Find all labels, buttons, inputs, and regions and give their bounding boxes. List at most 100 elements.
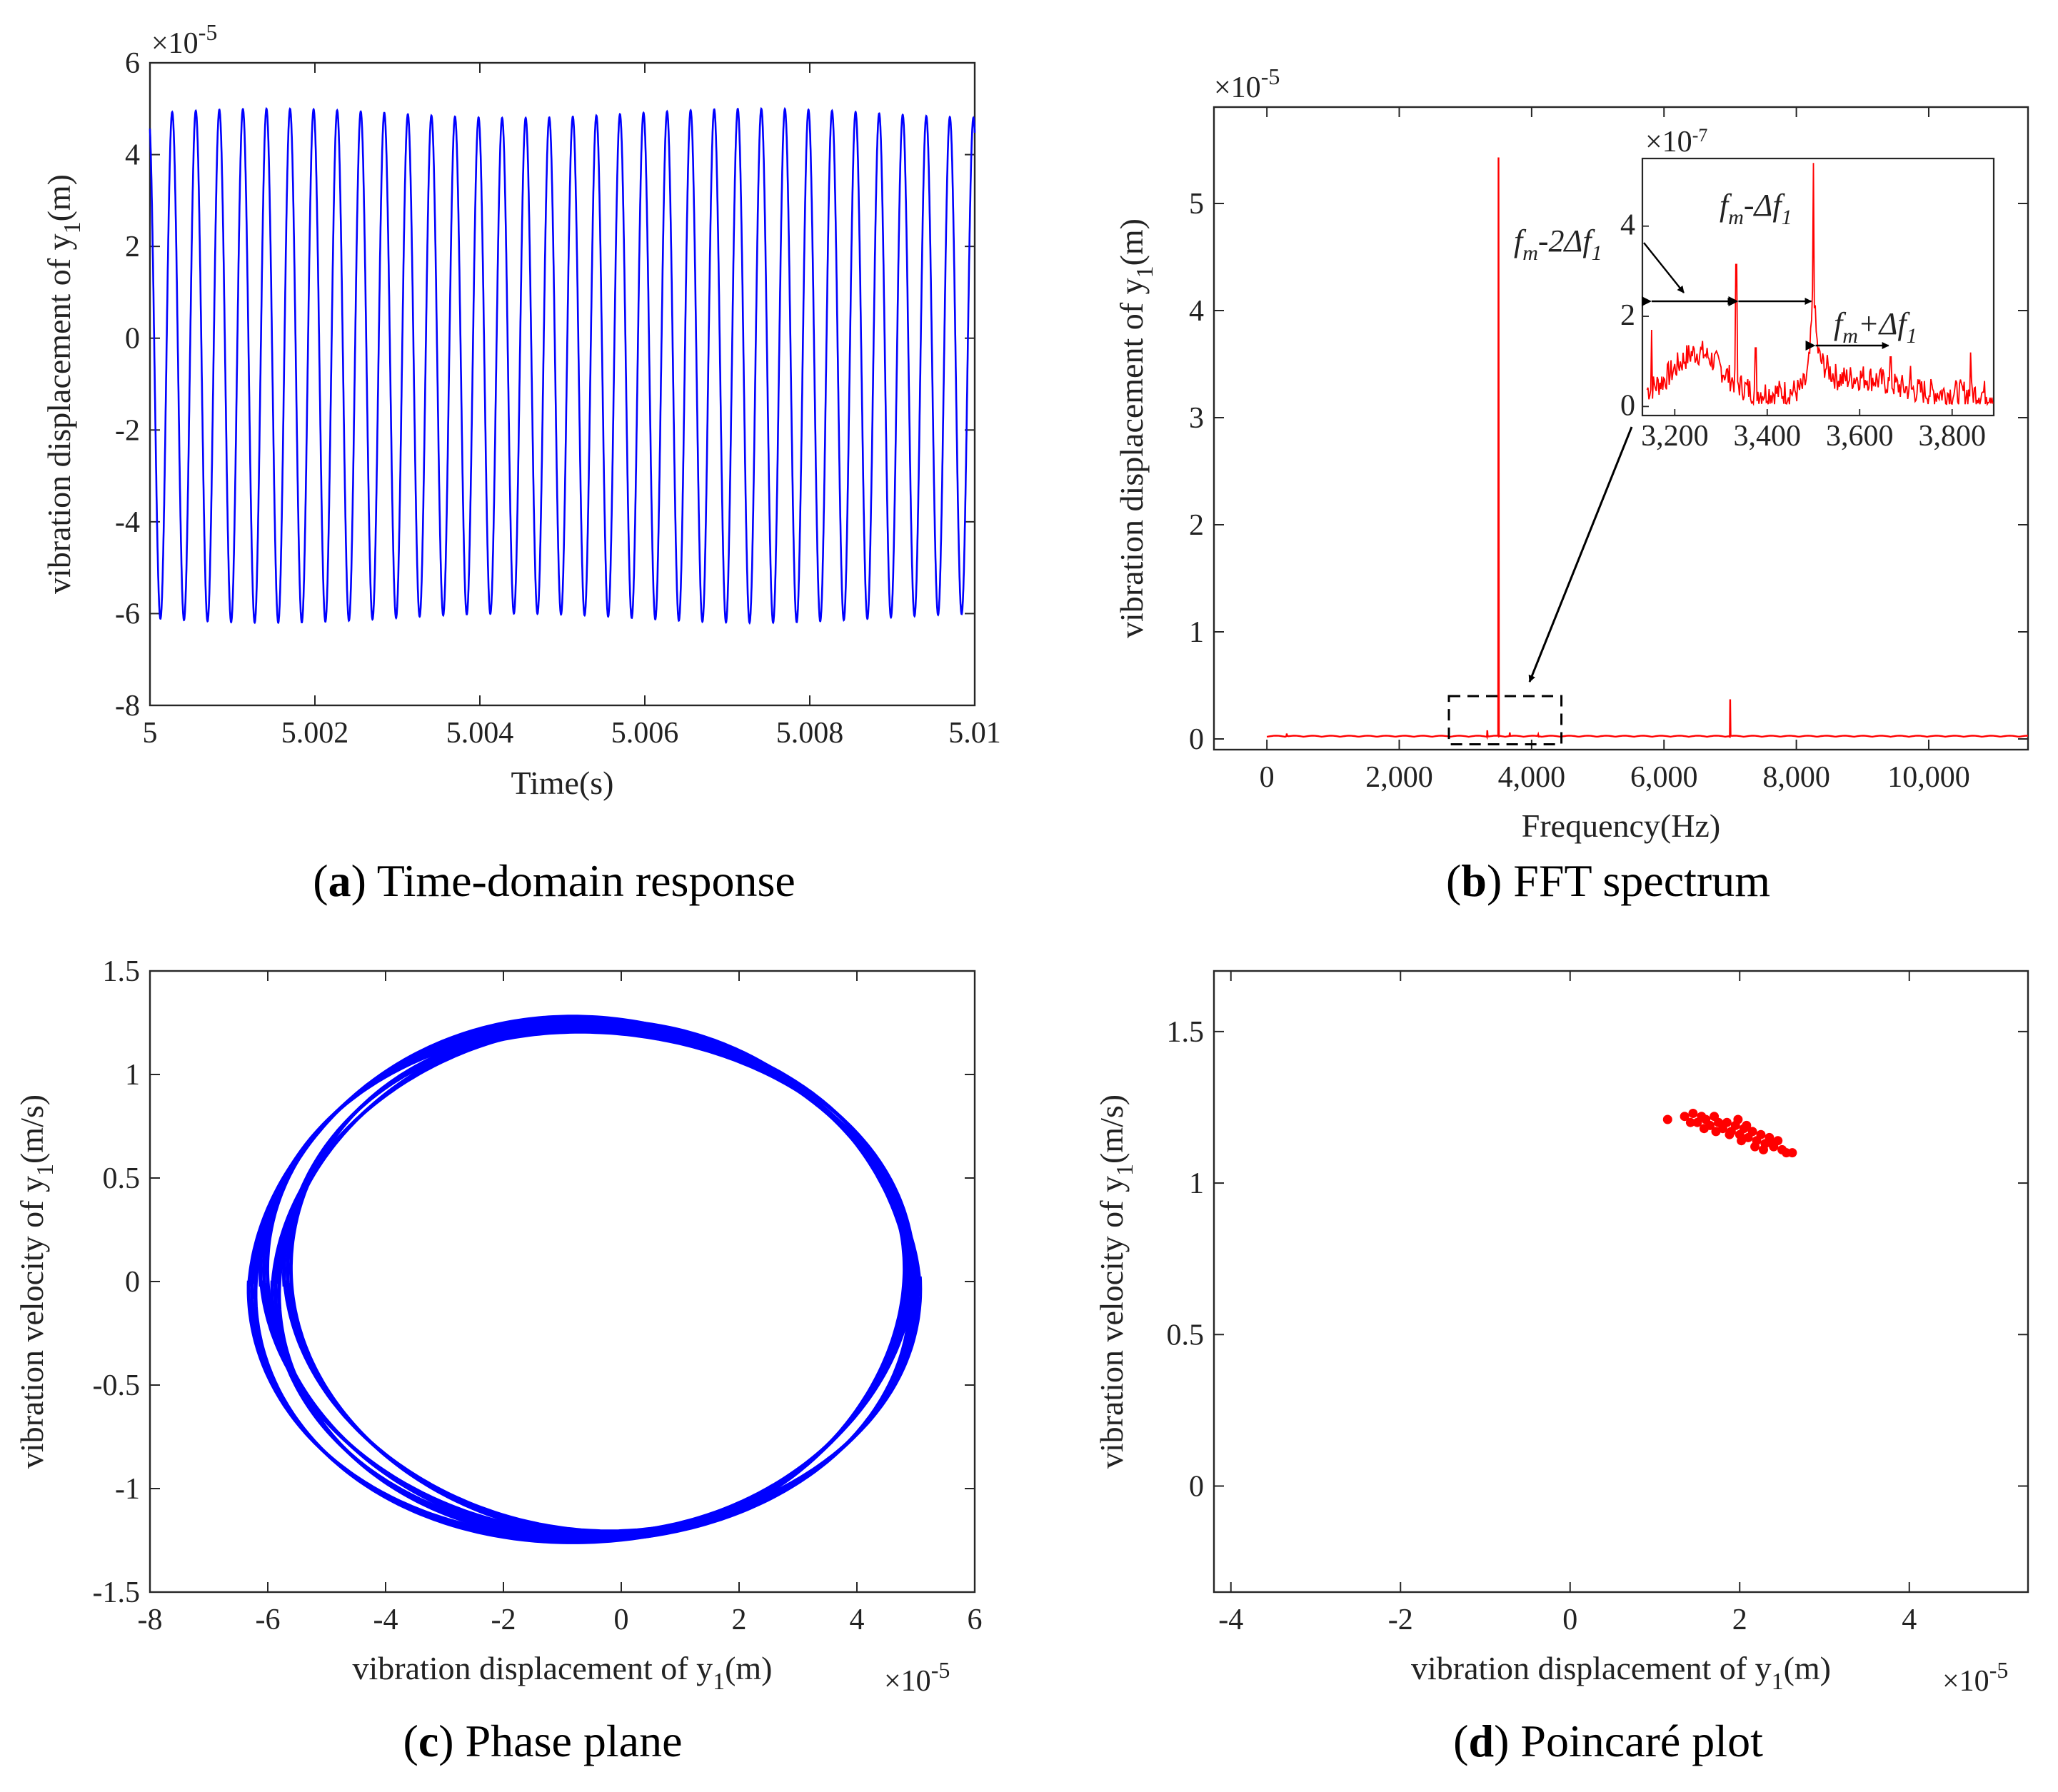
x-tick-label: 2,000 — [1365, 761, 1433, 794]
x-tick-label: 10,000 — [1887, 761, 1970, 794]
annotation-fm-plus-df: fm+Δf1 — [1834, 306, 1917, 348]
y-axis-label: vibration velocity of y1(m/s) — [14, 1094, 59, 1469]
x-axis-label: Time(s) — [511, 765, 614, 801]
panel-c-phase-plane: -8 -6 -4 -2 0 2 4 6 -1.5 -1 -0.5 0 0.5 1 1.5 ×10-5 vibra… — [14, 955, 983, 1766]
caption-letter: d — [1468, 1716, 1494, 1766]
y-tick-label: 1 — [125, 1059, 140, 1092]
poincare-point — [1662, 1114, 1672, 1124]
poincare-point — [1747, 1127, 1757, 1137]
exponent-power: -5 — [1989, 1657, 2009, 1683]
y-axis-label-unit: (m/s) — [14, 1094, 50, 1164]
inset-x-tick-label: 3,200 — [1641, 420, 1709, 453]
caption-paren-close: ) — [1494, 1716, 1509, 1766]
y-axis-label-unit: (m/s) — [1093, 1094, 1130, 1164]
poincare-point — [1680, 1112, 1690, 1122]
inset-x-tick-label: 3,400 — [1734, 420, 1802, 453]
x-tick-label: 4 — [1902, 1604, 1917, 1636]
exponent-power: -5 — [1261, 64, 1280, 89]
caption-paren-open: ( — [403, 1716, 418, 1766]
y-tick-label: 1 — [1189, 616, 1204, 649]
annotation-fm-minus-df-sub: m — [1728, 206, 1744, 229]
caption-text: Time-domain response — [366, 855, 795, 906]
exponent-power: -5 — [931, 1657, 950, 1683]
annotation-fm-minus-df-suffix-sub: 1 — [1782, 206, 1792, 229]
x-tick-label: 6,000 — [1630, 761, 1698, 794]
panel-d-poincare: -4 -2 0 2 4 0 0.5 1 1.5 ×10-5 vibration displaceme… — [1093, 970, 2029, 1766]
panel-caption: (c) Phase plane — [403, 1716, 683, 1766]
y-tick-label: 0.5 — [103, 1162, 141, 1195]
x-axis-label-sub: 1 — [1772, 1668, 1784, 1695]
x-tick-label: 0 — [614, 1604, 629, 1636]
annotation-fm-plus-df-suffix: +Δf — [1858, 306, 1911, 341]
x-tick-label: 5.004 — [446, 717, 514, 750]
caption-letter: b — [1461, 855, 1487, 906]
plot-frame — [1213, 106, 2029, 751]
x-tick-label: 2 — [1732, 1604, 1747, 1636]
y-tick-label: -4 — [115, 506, 140, 539]
y-tick-label: -8 — [115, 690, 140, 723]
exponent-power: -5 — [199, 19, 218, 45]
x-tick-label: -2 — [1388, 1604, 1413, 1636]
x-tick-label: 8,000 — [1762, 761, 1830, 794]
y-axis-label-main: vibration displacement of y — [1113, 278, 1150, 638]
y-axis-label: vibration velocity of y1(m/s) — [1093, 1094, 1138, 1469]
x-tick-label: 5.006 — [611, 717, 679, 750]
annotation-fm-plus-df-sub: m — [1842, 324, 1858, 348]
inset-exponent-label: ×10-7 — [1645, 125, 1707, 158]
inset-background — [1642, 158, 1994, 416]
caption-paren-open: ( — [1446, 855, 1461, 906]
x-axis-label: Frequency(Hz) — [1522, 807, 1720, 844]
inset-exponent-base: ×10 — [1645, 126, 1692, 158]
x-tick-label: 5.01 — [948, 717, 1001, 750]
panel-caption: (a) Time-domain response — [313, 855, 795, 906]
x-tick-label: -4 — [373, 1604, 398, 1636]
inset-x-tick-label: 3,800 — [1918, 420, 1986, 453]
x-axis-label-unit: (m) — [725, 1650, 772, 1686]
inset-x-tick-label: 3,600 — [1826, 420, 1894, 453]
inset-y-tick-label: 2 — [1620, 299, 1635, 332]
y-tick-label: 4 — [1189, 295, 1204, 328]
caption-paren-close: ) — [1487, 855, 1502, 906]
inset-frame — [1641, 157, 1995, 417]
y-axis-label-unit: (m) — [1113, 218, 1150, 266]
zoom-pointer-arrow — [1528, 426, 1633, 683]
inset-exponent-power: -7 — [1692, 125, 1708, 146]
y-tick-label: 3 — [1189, 402, 1204, 435]
caption-paren-open: ( — [313, 855, 328, 906]
y-tick-label: -0.5 — [93, 1369, 141, 1402]
exponent-base: ×10 — [151, 27, 199, 60]
x-tick-label: 5.002 — [281, 717, 349, 750]
poincare-point — [1737, 1136, 1747, 1146]
poincare-point — [1787, 1148, 1797, 1158]
exponent-label: ×10-5 — [884, 1657, 950, 1698]
panel-caption: (d) Poincaré plot — [1453, 1716, 1763, 1766]
caption-letter: c — [418, 1716, 438, 1766]
exponent-label: ×10-5 — [151, 19, 217, 60]
inset-zoom: 3,200 3,400 3,600 3,800 0 2 4 ×10-7 fm-Δf1 fm-2Δf… — [1514, 125, 1995, 453]
y-tick-label: 0 — [125, 1266, 140, 1299]
caption-paren-close: ) — [351, 855, 366, 906]
x-tick-label: -6 — [256, 1604, 281, 1636]
x-axis-label-unit: (m) — [1784, 1650, 1831, 1686]
y-axis-label-unit: (m) — [41, 174, 77, 221]
y-axis-label: vibration displacement of y1(m) — [1113, 218, 1158, 638]
poincare-point — [1688, 1109, 1698, 1118]
y-tick-label: 4 — [125, 139, 140, 172]
exponent-base: ×10 — [1214, 71, 1261, 104]
poincare-point — [1767, 1139, 1777, 1149]
inset-y-tick-label: 0 — [1620, 389, 1635, 422]
spectrum-line — [1266, 157, 2029, 740]
inset-y-tick-label: 4 — [1620, 209, 1635, 242]
y-tick-label: 0 — [125, 323, 140, 356]
y-axis-label-main: vibration velocity of y — [14, 1176, 50, 1469]
x-tick-label: 0 — [1562, 1604, 1577, 1636]
x-tick-label: 5 — [143, 717, 158, 750]
y-axis-label-sub: 1 — [1132, 266, 1158, 278]
poincare-point — [1699, 1124, 1709, 1134]
annotation-fm-minus-df-suffix: -Δf — [1744, 188, 1785, 223]
x-tick-label: 5.008 — [776, 717, 844, 750]
series-line-displacement — [149, 106, 976, 625]
x-tick-label: -8 — [138, 1604, 163, 1636]
x-axis-label: vibration displacement of y1(m) — [352, 1650, 772, 1695]
panel-b-fft: 0 2,000 4,000 6,000 8,000 10,000012345×10-5Fr… — [1113, 64, 2029, 906]
